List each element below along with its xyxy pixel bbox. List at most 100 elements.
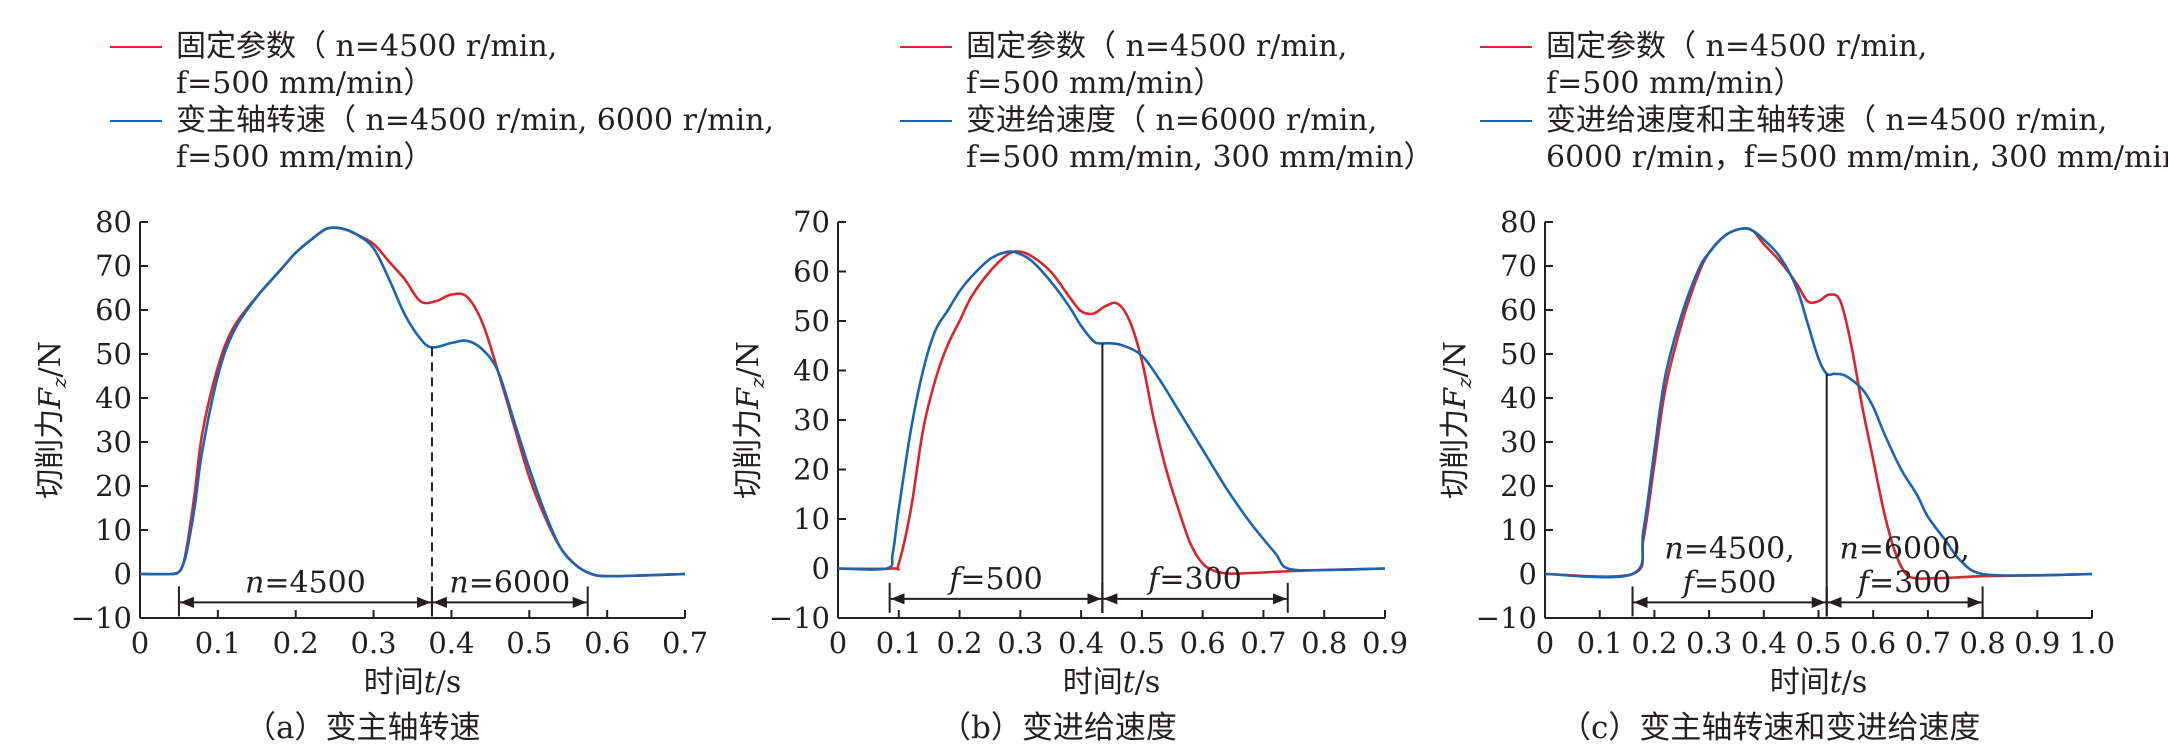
- chart-plot-a: 0 0.1 0.2 0.3 0.4 0.5 0.6 0.7−10010203040506070…: [33, 205, 708, 700]
- span-label: f=300: [1146, 562, 1242, 597]
- y-tick-label: 60: [1500, 293, 1537, 327]
- legend-swatch-fixed: [110, 46, 162, 48]
- chart-panel-b: 固定参数（ n=4500 r/min, f=500 mm/min） 变进给速度（…: [710, 0, 1434, 749]
- x-tick-label: 0.2: [1631, 626, 1677, 660]
- chart-caption: （a）变主轴转速: [245, 710, 481, 746]
- legend-swatch-variable: [900, 120, 952, 122]
- y-tick-label: 10: [95, 513, 132, 547]
- span-label: n=4500,: [1664, 531, 1794, 566]
- y-tick-label: 10: [793, 502, 830, 536]
- legend-line2: f=500 mm/min）: [176, 66, 434, 101]
- x-tick-label: 0.4: [428, 626, 474, 660]
- y-tick-label: 60: [95, 293, 132, 327]
- y-tick-label: 10: [1500, 513, 1537, 547]
- legend-line1: 变进给速度（ n=6000 r/min,: [966, 103, 1378, 138]
- y-axis-label: 切削力Fz/N: [33, 341, 71, 499]
- y-tick-label: 50: [95, 337, 132, 371]
- span-label-2: f=500: [1681, 565, 1777, 600]
- x-axis-label: 时间t/s: [1770, 665, 1868, 700]
- chart-legend: 固定参数（ n=4500 r/min, f=500 mm/min） 变主轴转速（…: [110, 28, 774, 176]
- y-tick-label: 0: [812, 552, 830, 586]
- x-tick-label: 0.9: [1362, 626, 1408, 660]
- chart-legend: 固定参数（ n=4500 r/min, f=500 mm/min） 变进给速度和…: [1480, 28, 2168, 176]
- y-tick-label: 30: [793, 403, 830, 437]
- legend-entry-variable: 变进给速度（ n=6000 r/min, f=500 mm/min, 300 m…: [900, 102, 1434, 176]
- x-tick-label: 0.3: [351, 626, 397, 660]
- y-axis-label: 切削力Fz/N: [731, 341, 769, 499]
- chart-panel-c: 固定参数（ n=4500 r/min, f=500 mm/min） 变进给速度和…: [1420, 0, 2168, 749]
- legend-line1: 变进给速度和主轴转速（ n=4500 r/min,: [1546, 103, 2108, 138]
- y-tick-label: −10: [71, 601, 132, 635]
- chart-caption: （c）变主轴转速和变进给速度: [1560, 710, 1981, 746]
- y-tick-label: 70: [95, 249, 132, 283]
- x-tick-label: 0.1: [876, 626, 922, 660]
- series-line-fixed: [837, 250, 1386, 576]
- y-tick-label: 70: [1500, 249, 1537, 283]
- series-line-fixed: [139, 226, 686, 578]
- legend-line1: 固定参数（ n=4500 r/min,: [1546, 29, 1928, 64]
- x-tick-label: 0.2: [273, 626, 319, 660]
- legend-line1: 变主轴转速（ n=4500 r/min, 6000 r/min,: [176, 103, 774, 138]
- x-tick-label: 1.0: [2069, 626, 2115, 660]
- x-tick-label: 0.8: [1960, 626, 2006, 660]
- span-label: f=500: [947, 562, 1043, 597]
- y-tick-label: 40: [793, 354, 830, 388]
- x-tick-label: 0.4: [1058, 626, 1104, 660]
- x-tick-label: 0.7: [662, 626, 708, 660]
- chart-panel-a: 固定参数（ n=4500 r/min, f=500 mm/min） 变主轴转速（…: [0, 0, 774, 749]
- legend-line1: 固定参数（ n=4500 r/min,: [966, 29, 1348, 64]
- x-tick-label: 0.6: [1180, 626, 1226, 660]
- x-tick-label: 0.7: [1240, 626, 1286, 660]
- y-tick-label: 80: [95, 205, 132, 239]
- y-tick-label: 30: [95, 425, 132, 459]
- x-tick-label: 0.3: [1686, 626, 1732, 660]
- legend-entry-fixed: 固定参数（ n=4500 r/min, f=500 mm/min）: [110, 28, 774, 102]
- legend-entry-fixed: 固定参数（ n=4500 r/min, f=500 mm/min）: [1480, 28, 2168, 102]
- y-tick-label: 20: [1500, 469, 1537, 503]
- y-tick-label: 30: [1500, 425, 1537, 459]
- series-line-fixed: [1544, 226, 2093, 581]
- legend-line2: f=500 mm/min）: [966, 66, 1224, 101]
- legend-swatch-variable: [110, 120, 162, 122]
- x-tick-label: 0: [829, 626, 847, 660]
- span-label: n=4500: [245, 565, 366, 600]
- x-tick-label: 0.7: [1905, 626, 1951, 660]
- chart-plot-b: 0 0.1 0.2 0.3 0.4 0.5 0.6 0.7 0.8 0.9−10010203040…: [731, 205, 1408, 700]
- legend-line2: f=500 mm/min）: [1546, 66, 1804, 101]
- y-tick-label: −10: [769, 601, 830, 635]
- span-label-2: f=300: [1856, 565, 1952, 600]
- chart-plot-c: 0 0.1 0.2 0.3 0.4 0.5 0.6 0.7 0.8 0.9 1.0−10010203…: [1438, 205, 2115, 700]
- legend-entry-fixed: 固定参数（ n=4500 r/min, f=500 mm/min）: [900, 28, 1434, 102]
- x-tick-label: 0.1: [1577, 626, 1623, 660]
- x-tick-label: 0.5: [1795, 626, 1841, 660]
- y-tick-label: 50: [1500, 337, 1537, 371]
- legend-swatch-fixed: [900, 46, 952, 48]
- x-tick-label: 0.8: [1301, 626, 1347, 660]
- y-tick-label: 50: [793, 304, 830, 338]
- x-tick-label: 0.6: [584, 626, 630, 660]
- y-tick-label: 40: [95, 381, 132, 415]
- series-line-variable: [139, 226, 686, 578]
- legend-line2: f=500 mm/min）: [176, 140, 434, 175]
- y-tick-label: 80: [1500, 205, 1537, 239]
- y-tick-label: 20: [95, 469, 132, 503]
- x-axis-label: 时间t/s: [1063, 665, 1161, 700]
- x-tick-label: 0.3: [997, 626, 1043, 660]
- y-tick-label: 20: [793, 453, 830, 487]
- x-tick-label: 0.4: [1741, 626, 1787, 660]
- span-label: n=6000,: [1839, 531, 1969, 566]
- x-tick-label: 0: [1536, 626, 1554, 660]
- y-tick-label: 70: [793, 205, 830, 239]
- x-tick-label: 0.6: [1850, 626, 1896, 660]
- legend-entry-variable: 变进给速度和主轴转速（ n=4500 r/min, 6000 r/min，f=5…: [1480, 102, 2168, 176]
- x-tick-label: 0.5: [506, 626, 552, 660]
- legend-entry-variable: 变主轴转速（ n=4500 r/min, 6000 r/min, f=500 m…: [110, 102, 774, 176]
- legend-line2: f=500 mm/min, 300 mm/min）: [966, 140, 1434, 175]
- y-tick-label: −10: [1476, 601, 1537, 635]
- x-tick-label: 0.9: [2014, 626, 2060, 660]
- x-axis-label: 时间t/s: [364, 665, 462, 700]
- y-tick-label: 0: [114, 557, 132, 591]
- x-tick-label: 0: [131, 626, 149, 660]
- legend-swatch-variable: [1480, 120, 1532, 122]
- y-tick-label: 40: [1500, 381, 1537, 415]
